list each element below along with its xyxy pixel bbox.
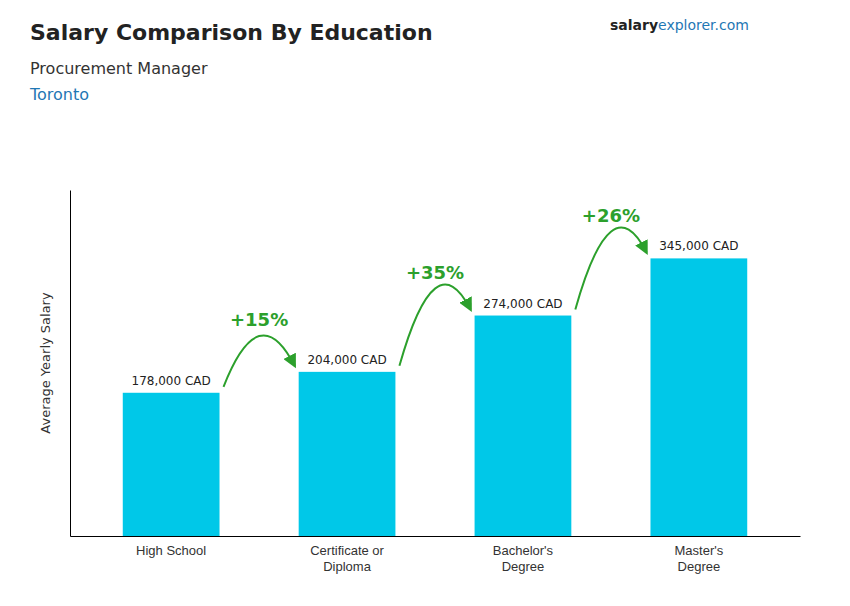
x-tick-label: Bachelor'sDegree — [493, 543, 554, 574]
x-tick-label-line: Diploma — [323, 559, 371, 574]
data-labels: 178,000 CAD 204,000 CAD 274,000 CAD 345,000… — [132, 239, 739, 387]
title: Salary Comparison By Education — [30, 20, 433, 45]
data-label: 274,000 CAD — [483, 297, 562, 311]
x-tick-label: Certificate orDiploma — [310, 543, 384, 574]
x-tick: Master'sDegree — [674, 543, 723, 574]
subtitle: Procurement Manager — [30, 59, 208, 78]
plot: High School Certificate orDiploma Bachelor… — [71, 191, 801, 575]
change-label: +26% — [582, 205, 640, 226]
y-axis-title: Average Yearly Salary — [38, 292, 53, 434]
data-label: 204,000 CAD — [307, 353, 386, 367]
location: Toronto — [29, 85, 89, 104]
bars — [123, 258, 747, 536]
x-tick-label: Master'sDegree — [674, 543, 723, 574]
change-label: +15% — [230, 309, 288, 330]
change-annotations: +15% +35% +26% — [224, 205, 647, 387]
change-arrow — [224, 335, 295, 386]
change-label: +35% — [406, 262, 464, 283]
y-axis — [70, 191, 71, 537]
x-tick-label-line: High School — [136, 543, 206, 558]
x-tick-label: High School — [136, 543, 206, 558]
change-arrow — [575, 228, 646, 310]
chart-svg: Salary Comparison By Education Procuremen… — [0, 0, 850, 606]
x-tick-label-line: Degree — [678, 559, 721, 574]
x-tick: High School — [136, 543, 206, 558]
x-axis-line — [71, 536, 801, 537]
bar — [475, 316, 572, 536]
data-label: 178,000 CAD — [132, 374, 211, 388]
bar — [650, 258, 747, 536]
y-axis-line — [70, 191, 71, 537]
x-tick-label-line: Bachelor's — [493, 543, 554, 558]
x-tick-label-line: Master's — [674, 543, 723, 558]
site-domain: explorer.com — [658, 17, 749, 33]
data-label: 345,000 CAD — [659, 239, 738, 253]
x-tick: Certificate orDiploma — [310, 543, 384, 574]
site-name: salary — [610, 17, 658, 33]
x-tick-label-line: Degree — [502, 559, 545, 574]
bar — [299, 372, 396, 536]
x-tick: Bachelor'sDegree — [493, 543, 554, 574]
x-axis: High School Certificate orDiploma Bachelor… — [71, 537, 801, 575]
x-tick-label-line: Certificate or — [310, 543, 384, 558]
bar — [123, 393, 220, 536]
change-arrow — [399, 285, 470, 366]
